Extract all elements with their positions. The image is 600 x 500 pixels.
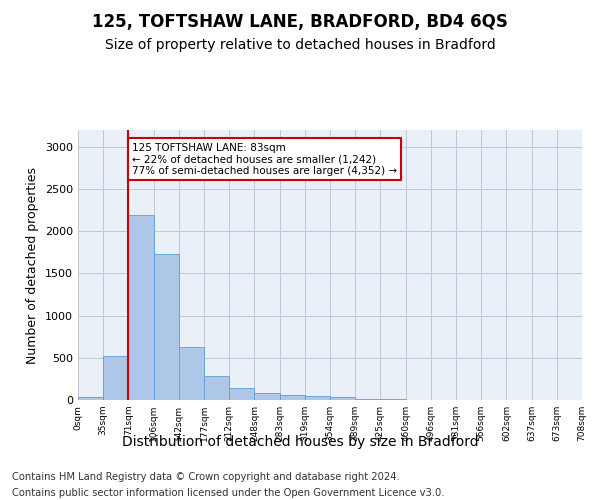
Bar [78, 398, 103, 400]
Bar [380, 399, 406, 400]
Bar [330, 396, 355, 400]
Text: Size of property relative to detached houses in Bradford: Size of property relative to detached ho… [104, 38, 496, 52]
Text: Distribution of detached houses by size in Bradford: Distribution of detached houses by size … [122, 435, 478, 449]
Text: 125, TOFTSHAW LANE, BRADFORD, BD4 6QS: 125, TOFTSHAW LANE, BRADFORD, BD4 6QS [92, 12, 508, 30]
Bar [103, 356, 128, 400]
Bar [229, 388, 254, 400]
Bar [254, 393, 280, 400]
Bar [280, 396, 305, 400]
Bar [355, 398, 380, 400]
Y-axis label: Number of detached properties: Number of detached properties [26, 166, 40, 364]
Text: Contains public sector information licensed under the Open Government Licence v3: Contains public sector information licen… [12, 488, 445, 498]
Bar [154, 254, 179, 400]
Bar [204, 376, 229, 400]
Text: Contains HM Land Registry data © Crown copyright and database right 2024.: Contains HM Land Registry data © Crown c… [12, 472, 400, 482]
Bar [128, 215, 154, 400]
Bar [305, 396, 330, 400]
Text: 125 TOFTSHAW LANE: 83sqm
← 22% of detached houses are smaller (1,242)
77% of sem: 125 TOFTSHAW LANE: 83sqm ← 22% of detach… [132, 142, 397, 176]
Bar [179, 347, 204, 400]
